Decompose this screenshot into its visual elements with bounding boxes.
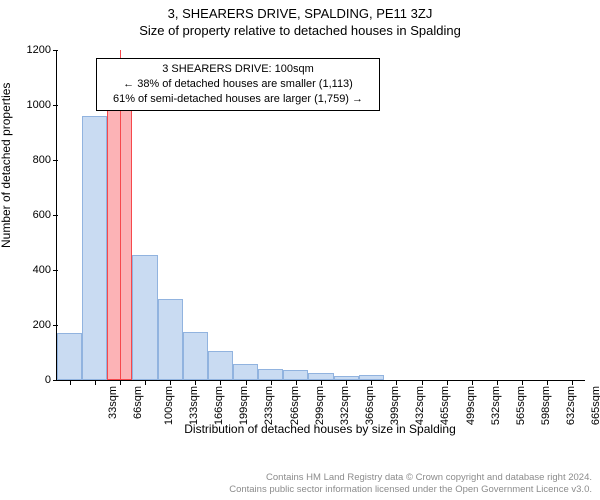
y-tick: 1000 [27,99,57,111]
x-tick-mark [195,380,196,385]
attribution-footer: Contains HM Land Registry data © Crown c… [229,472,592,496]
bar [283,370,308,380]
x-tick-label: 133sqm [188,386,200,425]
x-tick-mark [422,380,423,385]
x-tick-label: 332sqm [339,386,351,425]
y-tick: 400 [33,264,57,276]
x-tick-mark [321,380,322,385]
x-tick-label: 532sqm [490,386,502,425]
bar [57,333,82,380]
x-tick-label: 100sqm [163,386,175,425]
x-tick-label: 166sqm [213,386,225,425]
x-tick-mark [572,380,573,385]
footer-line-1: Contains HM Land Registry data © Crown c… [229,472,592,484]
x-tick-mark [95,380,96,385]
x-tick-label: 66sqm [132,386,144,419]
x-tick-mark [296,380,297,385]
y-tick: 800 [33,154,57,166]
x-tick-mark [497,380,498,385]
x-tick-mark [522,380,523,385]
bar [82,116,107,380]
x-tick-label: 399sqm [389,386,401,425]
x-tick-mark [170,380,171,385]
bar [258,369,283,380]
x-tick-label: 432sqm [414,386,426,425]
bar [158,299,183,380]
annotation-line-1: 3 SHEARERS DRIVE: 100sqm [105,62,371,77]
x-tick-label: 266sqm [289,386,301,425]
x-tick-label: 632sqm [565,386,577,425]
bar [183,332,208,380]
x-tick-mark [547,380,548,385]
x-tick-mark [371,380,372,385]
y-tick: 1200 [27,44,57,56]
annotation-line-2: ← 38% of detached houses are smaller (1,… [105,77,371,92]
x-tick-mark [220,380,221,385]
x-tick-mark [472,380,473,385]
chart-area: Number of detached properties 3 SHEARERS… [0,44,600,440]
x-tick-label: 465sqm [440,386,452,425]
y-axis-label: Number of detached properties [0,236,13,248]
bar [208,351,233,380]
x-tick-label: 299sqm [314,386,326,425]
x-tick-mark [70,380,71,385]
x-tick-label: 598sqm [540,386,552,425]
bar [308,373,333,380]
x-tick-label: 565sqm [515,386,527,425]
x-tick-mark [246,380,247,385]
x-tick-mark [145,380,146,385]
x-tick-mark [120,380,121,385]
x-tick-label: 199sqm [238,386,250,425]
plot-region: 3 SHEARERS DRIVE: 100sqm ← 38% of detach… [56,50,585,381]
annotation-line-3: 61% of semi-detached houses are larger (… [105,92,371,107]
x-tick-mark [346,380,347,385]
x-tick-mark [271,380,272,385]
y-tick: 600 [33,209,57,221]
annotation-box: 3 SHEARERS DRIVE: 100sqm ← 38% of detach… [96,58,380,111]
y-tick: 0 [45,374,57,386]
bar [233,364,258,381]
y-tick: 200 [33,319,57,331]
footer-line-2: Contains public sector information licen… [229,484,592,496]
page-subtitle: Size of property relative to detached ho… [0,21,600,38]
x-tick-label: 499sqm [465,386,477,425]
x-tick-label: 33sqm [107,386,119,419]
x-axis-label: Distribution of detached houses by size … [56,422,584,436]
x-tick-label: 233sqm [264,386,276,425]
x-tick-label: 665sqm [590,386,600,425]
x-tick-label: 366sqm [364,386,376,425]
page-address-title: 3, SHEARERS DRIVE, SPALDING, PE11 3ZJ [0,0,600,21]
bar [132,255,157,380]
x-tick-mark [396,380,397,385]
x-tick-mark [447,380,448,385]
